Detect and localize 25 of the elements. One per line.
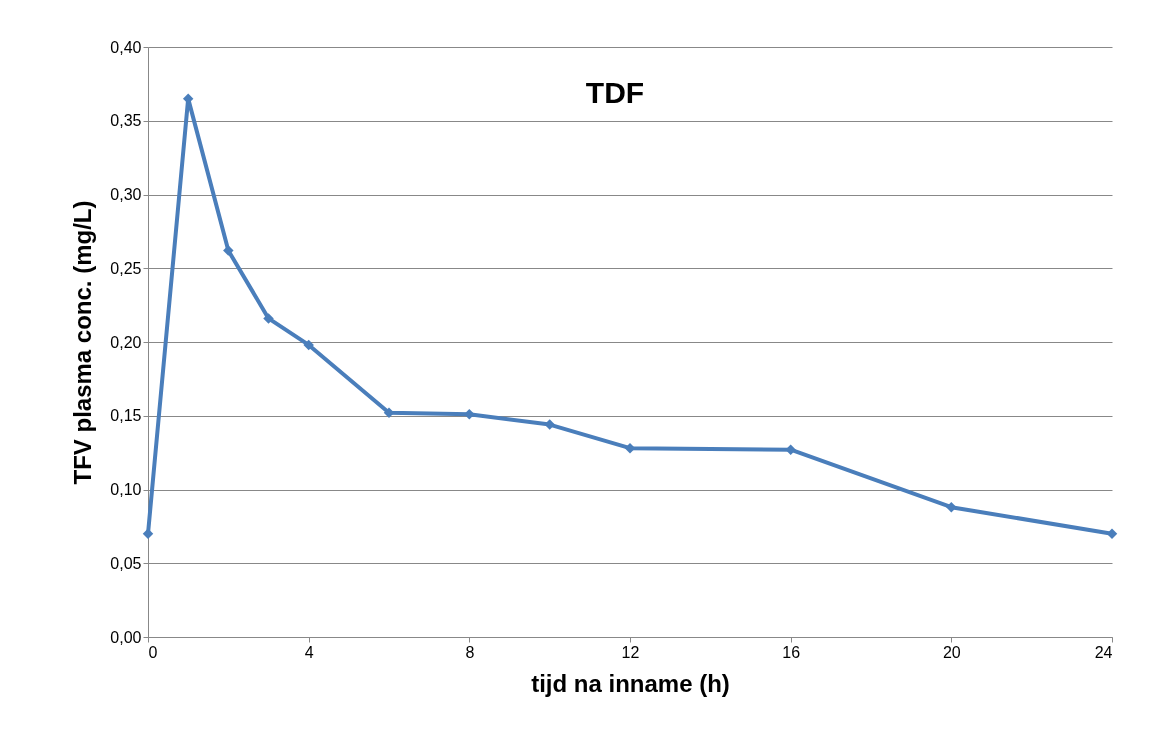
x-tick-label: 16: [782, 643, 801, 661]
y-tick-label: 0,30: [110, 186, 142, 203]
point: [223, 245, 234, 256]
y-tick-label: 0,25: [110, 259, 142, 277]
point: [263, 313, 274, 324]
point: [464, 409, 475, 420]
x-tick-label: 8: [465, 643, 475, 661]
y-tick-label: 0,00: [110, 628, 142, 646]
y-tick-label: 0,40: [110, 38, 142, 56]
y-tick-label: 0,20: [110, 333, 142, 351]
x-axis-title: tijd na inname (h): [531, 669, 730, 697]
x-tick-label: 24: [1094, 643, 1113, 661]
y-tick-label: 0,15: [110, 407, 142, 425]
x-tick-label: 12: [621, 643, 640, 661]
y-tick-label: 0,35: [110, 112, 142, 130]
point: [946, 501, 957, 513]
x-tick-label: 4: [304, 643, 314, 661]
y-tick-label: 0,05: [110, 554, 142, 572]
y-tick-label: 0,10: [110, 481, 142, 498]
x-tick-label: 20: [942, 643, 961, 661]
point: [142, 528, 154, 539]
text: TDF: [585, 76, 645, 109]
x-tick-label: 0: [148, 643, 158, 661]
y-axis-title: TFV plasma conc. (mg/L): [69, 200, 97, 485]
point: [303, 339, 314, 351]
